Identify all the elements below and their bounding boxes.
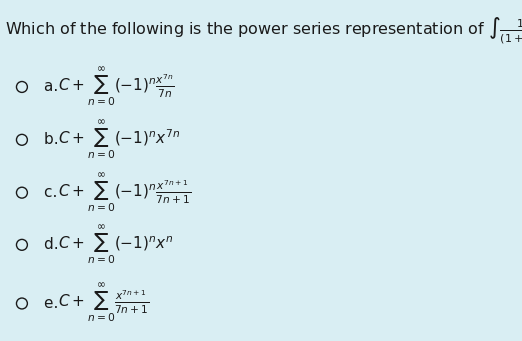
Text: b.: b. <box>44 132 64 147</box>
Text: c.: c. <box>44 185 63 200</box>
Text: a.: a. <box>44 79 64 94</box>
Text: $C + \sum_{n=0}^{\infty}(-1)^n x^{n}$: $C + \sum_{n=0}^{\infty}(-1)^n x^{n}$ <box>58 223 174 267</box>
Text: $C + \sum_{n=0}^{\infty}(-1)^n \frac{x^{7n}}{7n}$: $C + \sum_{n=0}^{\infty}(-1)^n \frac{x^{… <box>58 65 175 109</box>
Text: $C + \sum_{n=0}^{\infty}(-1)^n x^{7n}$: $C + \sum_{n=0}^{\infty}(-1)^n x^{7n}$ <box>58 118 181 162</box>
Text: Which of the following is the power series representation of $\int \frac{1}{(1+x: Which of the following is the power seri… <box>5 15 522 46</box>
Text: $C + \sum_{n=0}^{\infty} \frac{x^{7n+1}}{7n+1}$: $C + \sum_{n=0}^{\infty} \frac{x^{7n+1}}… <box>58 282 150 325</box>
Text: d.: d. <box>44 237 64 252</box>
Text: $C + \sum_{n=0}^{\infty}(-1)^n \frac{x^{7n+1}}{7n+1}$: $C + \sum_{n=0}^{\infty}(-1)^n \frac{x^{… <box>58 171 192 214</box>
Text: e.: e. <box>44 296 64 311</box>
